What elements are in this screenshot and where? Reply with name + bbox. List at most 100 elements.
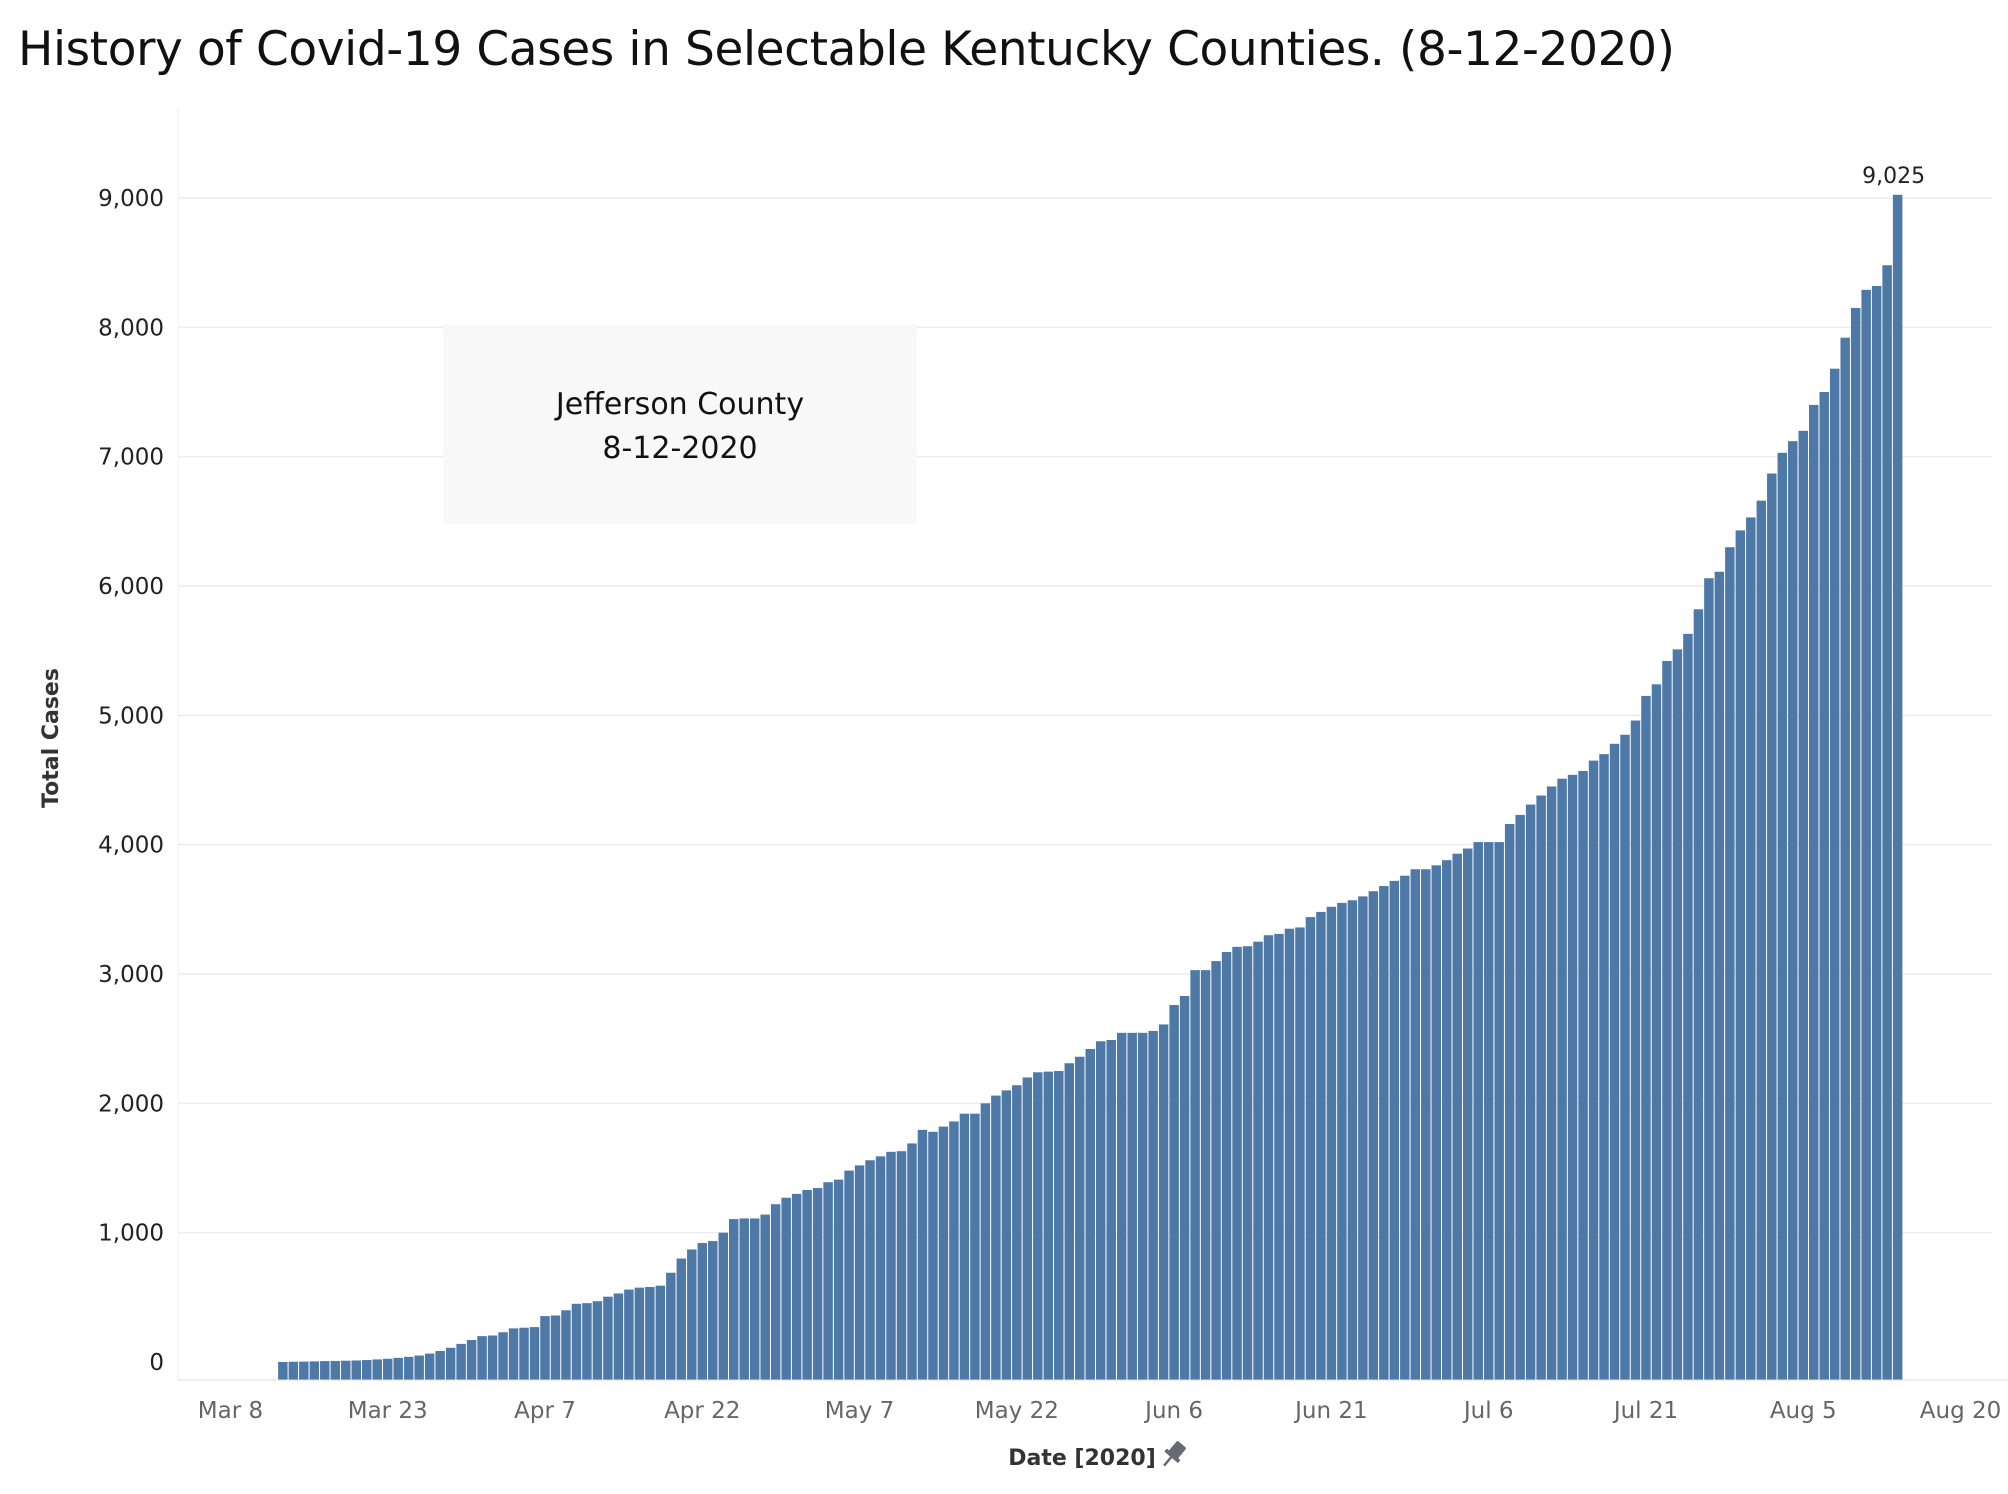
bar[interactable] [1557,778,1567,1380]
bar[interactable] [1190,970,1200,1380]
bar[interactable] [1725,547,1735,1380]
bar[interactable] [1242,946,1253,1380]
bar[interactable] [739,1218,749,1380]
bar[interactable] [435,1351,445,1380]
bar[interactable] [1274,933,1284,1380]
bar[interactable] [1504,823,1515,1380]
bar[interactable] [1368,891,1379,1380]
bar[interactable] [1347,900,1358,1380]
bar[interactable] [362,1360,372,1380]
bar[interactable] [1253,941,1263,1380]
bar[interactable] [770,1204,781,1380]
bar[interactable] [1850,307,1861,1381]
bar[interactable] [320,1361,330,1380]
bar[interactable] [697,1243,708,1380]
bar[interactable] [603,1296,613,1380]
bar[interactable] [1788,441,1798,1380]
bar[interactable] [519,1327,529,1380]
bar[interactable] [844,1170,854,1380]
bar[interactable] [907,1143,917,1380]
bar[interactable] [1483,842,1494,1380]
bar[interactable] [1148,1030,1158,1380]
bar[interactable] [1358,896,1368,1380]
bar[interactable] [917,1129,928,1380]
bar[interactable] [928,1131,938,1380]
bar[interactable] [1609,743,1620,1380]
bar[interactable] [1221,952,1232,1380]
bar[interactable] [708,1241,718,1380]
bar[interactable] [372,1359,382,1380]
bar[interactable] [288,1361,299,1380]
bar[interactable] [561,1310,571,1380]
bar[interactable] [666,1272,676,1380]
bar[interactable] [1127,1032,1137,1380]
bar[interactable] [1704,578,1714,1380]
bar[interactable] [760,1214,770,1380]
bar[interactable] [624,1289,634,1380]
bar[interactable] [1798,430,1809,1380]
bar[interactable] [1819,392,1829,1380]
bar[interactable] [1714,571,1725,1380]
bar[interactable] [1179,995,1190,1380]
bar[interactable] [1085,1049,1095,1380]
bar[interactable] [529,1327,540,1380]
bar[interactable] [1158,1024,1169,1380]
bar[interactable] [1379,886,1389,1380]
pin-icon[interactable] [1157,1438,1189,1471]
bar[interactable] [1641,695,1651,1380]
bar[interactable] [1389,880,1400,1380]
bar[interactable] [823,1182,833,1380]
bar[interactable] [341,1360,351,1380]
bar[interactable] [1452,853,1462,1380]
bar[interactable] [1746,517,1756,1380]
bar[interactable] [1054,1071,1064,1380]
bar[interactable] [1043,1071,1054,1380]
bar[interactable] [382,1358,393,1380]
bar[interactable] [1431,865,1442,1380]
bar[interactable] [1263,935,1274,1380]
bar[interactable] [1882,265,1892,1380]
bar[interactable] [582,1303,592,1380]
bar[interactable] [445,1347,456,1380]
bar[interactable] [1525,804,1536,1380]
bar[interactable] [1001,1090,1012,1380]
bar[interactable] [718,1232,728,1380]
bar[interactable] [1211,961,1221,1380]
bar[interactable] [1620,734,1630,1380]
bar[interactable] [1515,814,1525,1380]
bar[interactable] [498,1332,508,1380]
bar[interactable] [749,1218,760,1380]
bar[interactable] [645,1286,655,1380]
bar[interactable] [330,1360,341,1380]
bar[interactable] [959,1113,970,1380]
bar[interactable] [571,1303,582,1380]
bar[interactable] [1693,609,1704,1380]
bar[interactable] [299,1361,309,1380]
bar[interactable] [854,1165,865,1380]
bar[interactable] [592,1301,603,1380]
bar[interactable] [802,1189,812,1380]
bar[interactable] [886,1151,896,1380]
bar[interactable] [1200,970,1211,1380]
bar[interactable] [1756,500,1767,1380]
bar[interactable] [1536,795,1546,1380]
bar[interactable] [1305,917,1316,1380]
bar[interactable] [613,1293,624,1380]
bar[interactable] [1012,1085,1022,1380]
bar[interactable] [1588,760,1599,1380]
bar[interactable] [1662,661,1672,1380]
bar[interactable] [1095,1041,1106,1380]
bar[interactable] [970,1113,980,1380]
bar[interactable] [1840,337,1850,1381]
bar[interactable] [1735,530,1746,1380]
bar[interactable] [466,1340,477,1380]
bar[interactable] [833,1179,844,1380]
bar[interactable] [1295,927,1305,1380]
bar[interactable] [278,1362,288,1380]
bar[interactable] [403,1356,414,1380]
bar[interactable] [508,1328,519,1380]
bar[interactable] [1829,368,1840,1381]
bar[interactable] [1546,786,1557,1380]
bar[interactable] [655,1285,666,1380]
bar[interactable] [487,1335,498,1380]
